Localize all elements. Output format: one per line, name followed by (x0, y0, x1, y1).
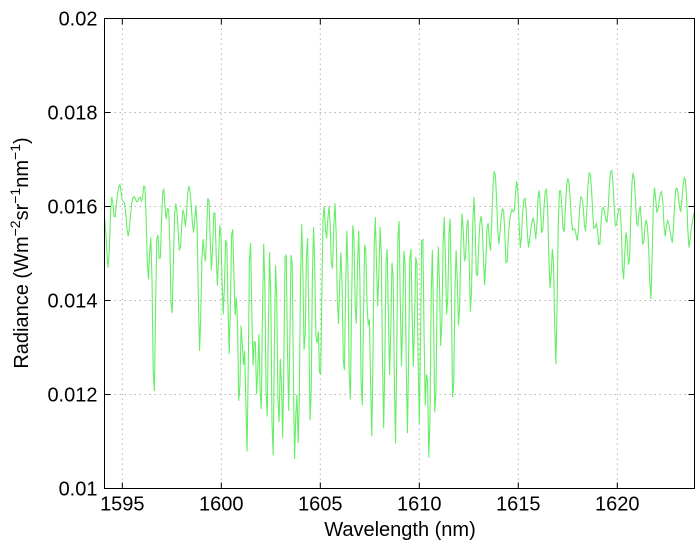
y-axis-title-exponent: −2 (7, 220, 23, 236)
y-axis-title-exponent: −1 (7, 144, 23, 160)
y-axis-title: Radiance (Wm−2sr−1nm−1) (7, 137, 33, 368)
y-tick-labels: 0.01 0.012 0.014 0.016 0.018 0.02 (47, 9, 97, 501)
y-tick-label: 0.014 (47, 291, 97, 313)
y-tick-label: 0.02 (59, 9, 98, 31)
y-tick-label: 0.01 (59, 479, 98, 501)
series-layer (103, 169, 695, 459)
y-tick-label: 0.016 (47, 197, 97, 219)
y-tick-label: 0.018 (47, 103, 97, 125)
x-tick-label: 1620 (595, 494, 640, 516)
x-tick-label: 1610 (397, 494, 442, 516)
x-tick-label: 1605 (298, 494, 343, 516)
y-axis-title-part: ) (11, 137, 33, 144)
x-tick-label: 1595 (100, 494, 145, 516)
y-axis-title-exponent: −1 (7, 188, 23, 204)
x-axis-title: Wavelength (nm) (324, 519, 476, 541)
y-axis-title-part: Radiance (Wm (11, 236, 33, 368)
x-tick-label: 1615 (496, 494, 541, 516)
y-axis-title-part: nm (11, 160, 33, 188)
plot-frame (104, 18, 695, 489)
y-tick-label: 0.012 (47, 385, 97, 407)
radiance-series-line (103, 169, 695, 459)
axis-ticks (104, 18, 695, 489)
y-axis-title-part: sr (11, 203, 33, 220)
x-tick-labels: 1595 1600 1605 1610 1615 1620 (100, 494, 639, 516)
x-tick-label: 1600 (199, 494, 244, 516)
